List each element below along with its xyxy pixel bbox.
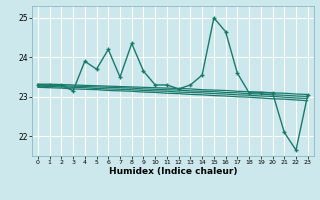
X-axis label: Humidex (Indice chaleur): Humidex (Indice chaleur) <box>108 167 237 176</box>
